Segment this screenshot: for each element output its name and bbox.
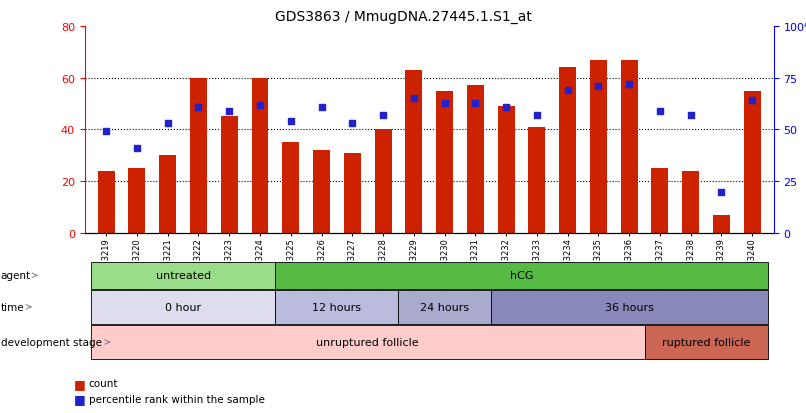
Text: ruptured follicle: ruptured follicle [662,337,750,347]
Bar [344,153,361,233]
Bar [682,171,699,233]
Text: 12 hours: 12 hours [313,302,361,312]
Bar [651,169,668,233]
Bar [375,130,392,233]
Text: GDS3863 / MmugDNA.27445.1.S1_at: GDS3863 / MmugDNA.27445.1.S1_at [275,10,531,24]
Bar [160,156,177,233]
Text: 0 hour: 0 hour [165,302,202,312]
Bar [128,169,145,233]
Bar [221,117,238,233]
Point [315,104,328,111]
Point [376,112,389,119]
Text: ■: ■ [74,377,86,390]
Bar [436,91,453,233]
Bar [98,171,114,233]
Point [407,96,420,102]
Point [654,108,667,115]
Bar [405,71,422,233]
Point [746,98,758,104]
Text: untreated: untreated [156,271,210,281]
Bar [590,60,607,233]
Bar [467,86,484,233]
Point [592,83,604,90]
Bar [251,78,268,233]
Point [715,189,728,195]
Text: ■: ■ [74,392,86,405]
Point [100,129,113,135]
Text: count: count [89,378,118,388]
Point [469,100,482,107]
Point [222,108,235,115]
Text: development stage: development stage [1,337,102,347]
Point [500,104,513,111]
Point [161,121,174,127]
Bar [744,91,761,233]
Point [131,145,143,152]
Bar [559,68,576,233]
Text: time: time [1,302,24,312]
Text: hCG: hCG [509,271,534,281]
Point [530,112,543,119]
Bar [621,60,638,233]
Text: 24 hours: 24 hours [420,302,469,312]
Point [623,81,636,88]
Bar [497,107,514,233]
Bar [313,151,330,233]
Bar [713,215,730,233]
Point [346,121,359,127]
Text: agent: agent [1,271,31,281]
Text: percentile rank within the sample: percentile rank within the sample [89,394,264,404]
Bar [190,78,207,233]
Text: 36 hours: 36 hours [604,302,654,312]
Point [285,119,297,125]
Point [254,102,267,109]
Point [561,88,574,94]
Point [438,100,451,107]
Point [192,104,205,111]
Bar [529,128,546,233]
Bar [282,143,299,233]
Text: unruptured follicle: unruptured follicle [316,337,419,347]
Point [684,112,697,119]
